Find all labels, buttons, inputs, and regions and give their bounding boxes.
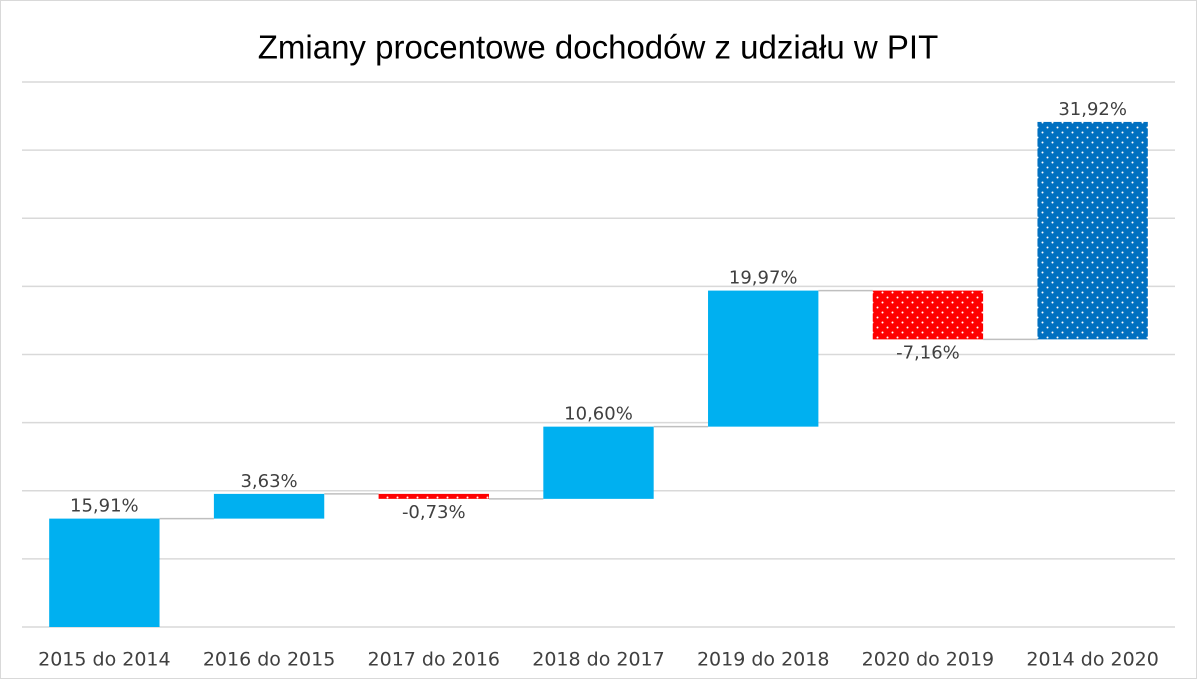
chart-title: Zmiany procentowe dochodów z udziału w P… xyxy=(258,29,939,66)
x-tick-label: 2020 do 2019 xyxy=(862,649,994,671)
x-tick-label: 2015 do 2014 xyxy=(38,649,170,671)
value-label: 15,91% xyxy=(70,496,139,517)
x-tick-label: 2018 do 2017 xyxy=(532,649,664,671)
bar xyxy=(708,290,819,427)
bar xyxy=(378,493,489,499)
value-label: 3,63% xyxy=(240,471,297,492)
value-label: -0,73% xyxy=(402,502,466,523)
bar xyxy=(872,290,984,340)
value-label: 31,92% xyxy=(1058,99,1127,120)
value-label: 10,60% xyxy=(564,404,633,425)
value-label: 19,97% xyxy=(729,268,798,289)
x-tick-label: 2017 do 2016 xyxy=(368,649,500,671)
x-tick-label: 2016 do 2015 xyxy=(203,649,335,671)
bar xyxy=(1037,121,1148,340)
bar xyxy=(49,518,160,627)
value-label: -7,16% xyxy=(896,342,960,363)
bar xyxy=(213,493,325,519)
x-tick-label: 2019 do 2018 xyxy=(697,649,829,671)
x-tick-label: 2014 do 2020 xyxy=(1026,649,1158,671)
bar xyxy=(543,426,654,499)
